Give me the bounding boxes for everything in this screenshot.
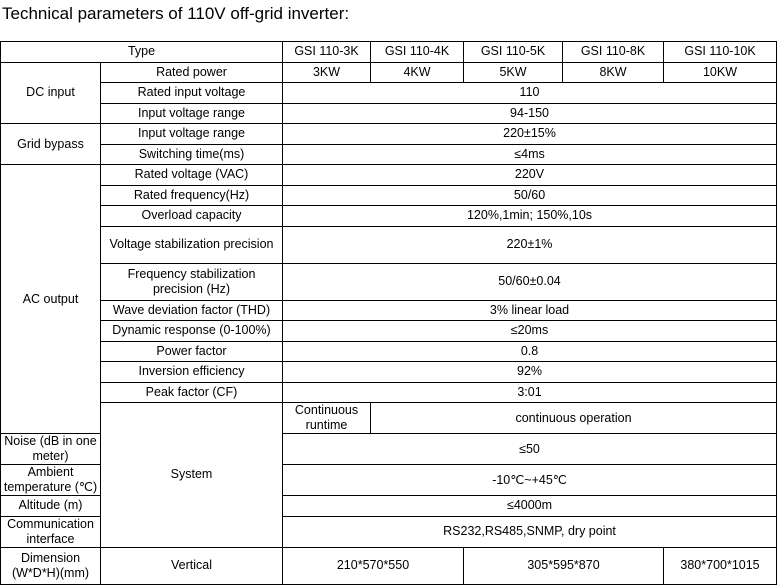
table-row: Peak factor (CF) 3:01 bbox=[1, 381, 778, 403]
table-row-dimension: Dimension (W*D*H)(mm) Vertical 210*570*5… bbox=[0, 546, 778, 585]
table-row: Overload capacity 120%,1min; 150%,10s bbox=[1, 205, 778, 227]
param-label: Vertical bbox=[99, 546, 284, 585]
param-label: Rated input voltage bbox=[99, 82, 284, 104]
param-value: 110 bbox=[282, 82, 778, 104]
model-header: GSI 110-5K bbox=[463, 41, 564, 63]
param-value: 10KW bbox=[663, 61, 778, 83]
param-value: 3KW bbox=[282, 61, 372, 83]
param-value: 3% linear load bbox=[282, 299, 778, 321]
param-label: Overload capacity bbox=[99, 205, 284, 227]
param-value: 220V bbox=[282, 164, 778, 186]
group-label-dimension: Dimension (W*D*H)(mm) bbox=[0, 546, 101, 585]
spec-table: Type GSI 110-3K GSI 110-4K GSI 110-5K GS… bbox=[0, 41, 778, 585]
group-label-dc-input: DC input bbox=[0, 61, 101, 124]
model-header: GSI 110-10K bbox=[663, 41, 778, 63]
param-label: Input voltage range bbox=[99, 102, 284, 124]
table-row: System Continuous runtime continuous ope… bbox=[1, 402, 778, 548]
param-label: Ambient temperature (℃) bbox=[0, 464, 101, 496]
table-row: Noise (dB in one meter) ≤50 bbox=[0, 433, 778, 465]
param-value: 380*700*1015 bbox=[663, 546, 778, 585]
param-label: Noise (dB in one meter) bbox=[0, 433, 101, 465]
param-value: 305*595*870 bbox=[463, 546, 665, 585]
param-value: ≤20ms bbox=[282, 320, 778, 342]
param-value: 50/60 bbox=[282, 184, 778, 206]
table-row-type: Type GSI 110-3K GSI 110-4K GSI 110-5K GS… bbox=[0, 41, 778, 63]
param-value: 5KW bbox=[463, 61, 564, 83]
param-value: 50/60±0.04 bbox=[282, 262, 778, 301]
param-label: Altitude (m) bbox=[0, 495, 101, 517]
param-label: Voltage stabilization precision bbox=[99, 225, 284, 264]
param-value: 220±15% bbox=[282, 123, 778, 145]
param-label: Dynamic response (0-100%) bbox=[99, 320, 284, 342]
table-row: Dynamic response (0-100%) ≤20ms bbox=[1, 320, 778, 342]
param-value: RS232,RS485,SNMP, dry point bbox=[282, 515, 778, 548]
param-value: 3:01 bbox=[282, 381, 778, 403]
param-label: Power factor bbox=[99, 340, 284, 362]
table-row: Frequency stabilization precision (Hz) 5… bbox=[1, 262, 778, 301]
param-label: Rated frequency(Hz) bbox=[99, 184, 284, 206]
param-value: 120%,1min; 150%,10s bbox=[282, 205, 778, 227]
param-value: 0.8 bbox=[282, 340, 778, 362]
type-header: Type bbox=[0, 41, 284, 63]
model-header: GSI 110-4K bbox=[370, 41, 465, 63]
page-title: Technical parameters of 110V off-grid in… bbox=[2, 4, 350, 23]
group-label-ac-output: AC output bbox=[0, 164, 101, 434]
table-row: Altitude (m) ≤4000m bbox=[0, 495, 778, 517]
table-row: Switching time(ms) ≤4ms bbox=[1, 143, 778, 165]
table-row: Grid bypass Input voltage range 220±15% bbox=[0, 123, 778, 165]
param-value: continuous operation bbox=[370, 402, 778, 434]
param-value: 220±1% bbox=[282, 225, 778, 264]
table-row: Inversion efficiency 92% bbox=[1, 361, 778, 383]
param-value: -10℃~+45℃ bbox=[282, 464, 778, 496]
param-label: Input voltage range bbox=[99, 123, 284, 145]
param-label: Communication interface bbox=[0, 515, 101, 548]
model-header: GSI 110-8K bbox=[562, 41, 665, 63]
param-label: Rated voltage (VAC) bbox=[99, 164, 284, 186]
param-label: Continuous runtime bbox=[282, 402, 372, 434]
param-value: 8KW bbox=[562, 61, 665, 83]
group-label-system: System bbox=[99, 402, 284, 548]
table-row: Voltage stabilization precision 220±1% bbox=[1, 225, 778, 264]
table-row: Input voltage range 94-150 bbox=[1, 102, 778, 124]
param-value: 4KW bbox=[370, 61, 465, 83]
table-row: Power factor 0.8 bbox=[1, 340, 778, 362]
param-value: 210*570*550 bbox=[282, 546, 465, 585]
param-value: 94-150 bbox=[282, 102, 778, 124]
table-row: Wave deviation factor (THD) 3% linear lo… bbox=[1, 299, 778, 321]
param-value: ≤50 bbox=[282, 433, 778, 465]
param-label: Frequency stabilization precision (Hz) bbox=[99, 262, 284, 301]
param-label: Inversion efficiency bbox=[99, 361, 284, 383]
table-row: Rated input voltage 110 bbox=[1, 82, 778, 104]
table-row: AC output Rated voltage (VAC) 220V bbox=[0, 164, 778, 434]
param-value: ≤4000m bbox=[282, 495, 778, 517]
param-label: Switching time(ms) bbox=[99, 143, 284, 165]
table-row: Ambient temperature (℃) -10℃~+45℃ bbox=[0, 464, 778, 496]
model-header: GSI 110-3K bbox=[282, 41, 372, 63]
param-value: ≤4ms bbox=[282, 143, 778, 165]
param-label: Peak factor (CF) bbox=[99, 381, 284, 403]
param-label: Rated power bbox=[99, 61, 284, 83]
param-value: 92% bbox=[282, 361, 778, 383]
group-label-grid-bypass: Grid bypass bbox=[0, 123, 101, 165]
table-row: DC input Rated power 3KW 4KW 5KW 8KW 10K… bbox=[0, 61, 778, 124]
param-label: Wave deviation factor (THD) bbox=[99, 299, 284, 321]
table-row: Rated frequency(Hz) 50/60 bbox=[1, 184, 778, 206]
